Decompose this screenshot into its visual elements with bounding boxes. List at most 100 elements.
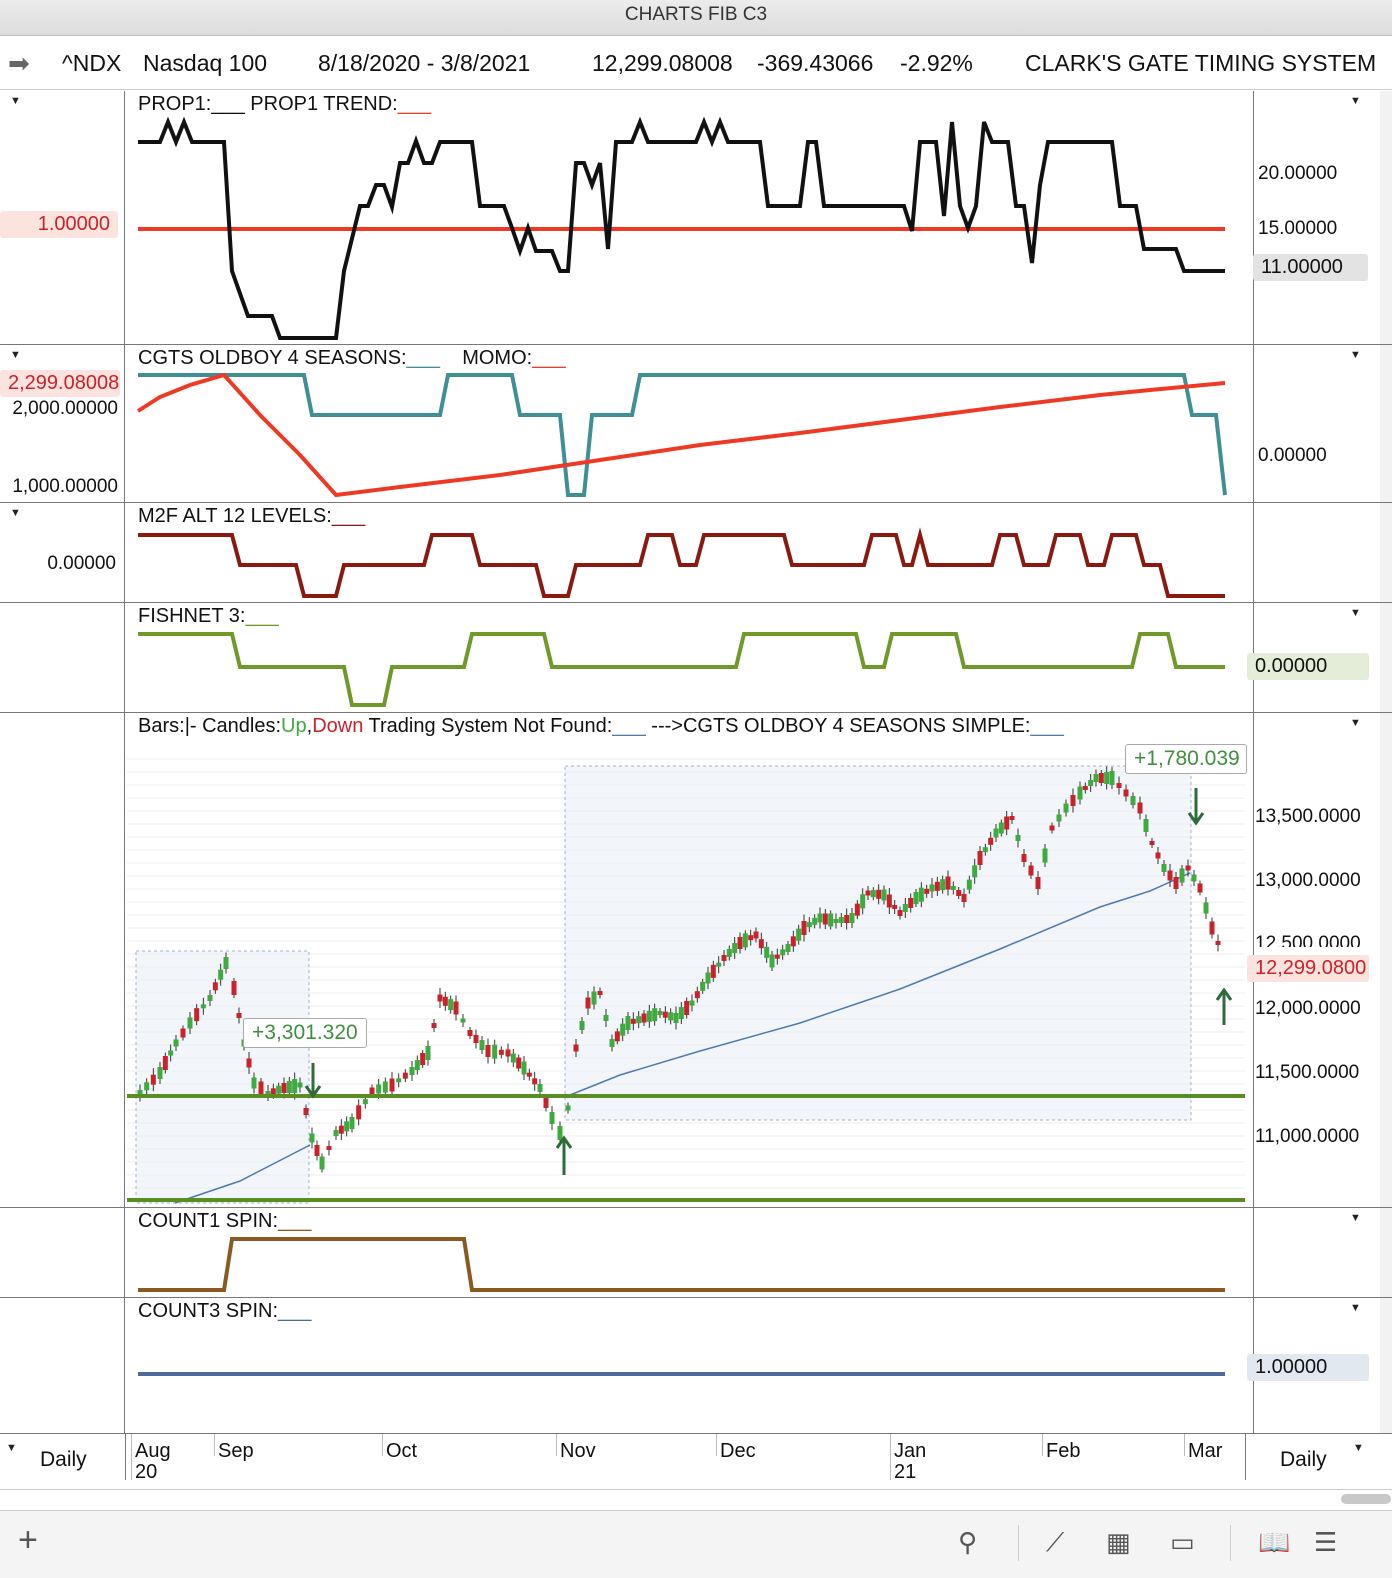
candle-body bbox=[1137, 802, 1143, 814]
pane-menu-icon[interactable]: ▼ bbox=[1350, 349, 1361, 361]
y-tick-label: 11,000.0000 bbox=[1255, 1126, 1360, 1147]
pane-menu-icon[interactable]: ▼ bbox=[1350, 95, 1361, 107]
candle-body bbox=[1155, 852, 1161, 859]
pane-menu-icon[interactable]: ▼ bbox=[10, 349, 21, 361]
pane-menu-icon[interactable]: ▼ bbox=[1350, 717, 1361, 729]
candle-body bbox=[597, 991, 603, 995]
candle-body bbox=[349, 1117, 355, 1129]
candle-body bbox=[485, 1045, 491, 1057]
candle-body bbox=[473, 1035, 479, 1043]
candle-body bbox=[231, 981, 237, 995]
candle-body bbox=[950, 886, 956, 890]
add-icon[interactable]: + bbox=[18, 1521, 38, 1559]
candle-body bbox=[1098, 773, 1104, 783]
pane-title: COUNT1 SPIN:___ bbox=[138, 1210, 312, 1232]
candle-body bbox=[297, 1082, 303, 1088]
count1-plot bbox=[138, 1237, 1225, 1292]
prop1-plot bbox=[138, 116, 1225, 340]
candle-body bbox=[505, 1049, 511, 1057]
candle-body bbox=[1004, 816, 1010, 830]
period-menu-icon[interactable]: ▼ bbox=[6, 1442, 17, 1454]
buy-arrow-icon bbox=[555, 1135, 573, 1175]
candle-body bbox=[1149, 841, 1155, 845]
candle-body bbox=[646, 1010, 652, 1022]
sell-arrow-icon bbox=[304, 1063, 322, 1099]
y-tick-label: 20.00000 bbox=[1258, 163, 1338, 184]
y-tick-label: 2,000.00000 bbox=[12, 398, 118, 419]
candlesticks bbox=[137, 766, 1221, 1173]
candle-body bbox=[689, 1000, 695, 1006]
candle-body bbox=[194, 1008, 200, 1022]
candle-body bbox=[732, 943, 738, 953]
pane-title: FISHNET 3:___ bbox=[138, 605, 279, 627]
pane-title: Bars:|- Candles:Up,Down Trading System N… bbox=[138, 715, 1064, 737]
book-icon[interactable]: 📖 bbox=[1258, 1527, 1291, 1557]
candle-body bbox=[1063, 803, 1069, 813]
candle-body bbox=[150, 1074, 156, 1085]
candle-body bbox=[200, 1004, 206, 1009]
candle-body bbox=[774, 954, 780, 959]
candle-body bbox=[223, 957, 229, 969]
candle-body bbox=[543, 1098, 549, 1108]
candle-body bbox=[609, 1039, 615, 1047]
month-label: Mar bbox=[1188, 1440, 1223, 1462]
candle-body bbox=[908, 898, 914, 908]
candle-body bbox=[173, 1039, 179, 1047]
candle-body bbox=[1173, 877, 1179, 889]
candle-body bbox=[748, 935, 754, 941]
pane-menu-icon[interactable]: ▼ bbox=[1350, 607, 1361, 619]
candle-body bbox=[389, 1078, 395, 1092]
candle-body bbox=[881, 889, 887, 901]
candle-body bbox=[801, 921, 807, 935]
panel-layout-icon[interactable]: ▭ bbox=[1170, 1527, 1195, 1557]
candle-body bbox=[1088, 780, 1094, 786]
candle-body bbox=[764, 946, 770, 958]
candle-body bbox=[833, 919, 839, 923]
period-menu-icon[interactable]: ▼ bbox=[1353, 1442, 1364, 1454]
candle-body bbox=[1197, 883, 1203, 893]
period-left[interactable]: Daily bbox=[40, 1448, 87, 1471]
candle-body bbox=[591, 991, 597, 1005]
candle-body bbox=[737, 937, 743, 949]
left-value-tag: 2,299.08008 bbox=[0, 370, 120, 397]
grid-layout-icon[interactable]: ▦ bbox=[1106, 1527, 1131, 1557]
y-tick-label: 15.00000 bbox=[1258, 218, 1338, 239]
symbol-ticker[interactable]: ^NDX bbox=[62, 50, 122, 76]
search-icon[interactable]: ⚲ bbox=[958, 1527, 978, 1557]
candle-body bbox=[929, 884, 935, 892]
arrow-right-icon[interactable]: ➡ bbox=[8, 48, 30, 78]
m2f-plot bbox=[138, 527, 1225, 598]
list-icon[interactable]: ☰ bbox=[1314, 1527, 1338, 1557]
candle-body bbox=[137, 1090, 143, 1096]
line-chart-icon[interactable]: ⟋ bbox=[1046, 1527, 1065, 1557]
candle-body bbox=[303, 1108, 309, 1115]
period-right[interactable]: Daily bbox=[1280, 1448, 1327, 1471]
candle-body bbox=[246, 1058, 252, 1068]
candle-body bbox=[966, 879, 972, 890]
candle-body bbox=[1116, 783, 1122, 788]
bottom-toolbar: + ⚲ ⟋ ▦ ▭ 📖 ☰ bbox=[0, 1510, 1392, 1578]
candle-body bbox=[828, 913, 834, 927]
pane-prop1: ▼ ▼ PROP1:___ PROP1 TREND:___ 1.00000 20… bbox=[0, 91, 1392, 345]
candle-body bbox=[945, 876, 951, 890]
candle-body bbox=[431, 1023, 437, 1028]
candle-body bbox=[579, 1021, 585, 1030]
candle-body bbox=[448, 999, 454, 1011]
candle-body bbox=[668, 1012, 674, 1021]
pane-menu-icon[interactable]: ▼ bbox=[1350, 1212, 1361, 1224]
candle-body bbox=[460, 1018, 466, 1023]
candle-body bbox=[144, 1082, 150, 1091]
candle-body bbox=[961, 894, 967, 902]
horizontal-scrollbar[interactable] bbox=[1341, 1494, 1391, 1504]
candle-body bbox=[396, 1078, 402, 1083]
candle-body bbox=[236, 1013, 242, 1018]
pane-menu-icon[interactable]: ▼ bbox=[1350, 1302, 1361, 1314]
pane-menu-icon[interactable]: ▼ bbox=[10, 507, 21, 519]
candle-body bbox=[870, 890, 876, 898]
candle-body bbox=[425, 1046, 431, 1060]
prop1-line bbox=[138, 116, 1225, 340]
candle-body bbox=[168, 1050, 174, 1056]
month-label: Feb bbox=[1046, 1440, 1081, 1462]
pane-menu-icon[interactable]: ▼ bbox=[10, 95, 21, 107]
candle-body bbox=[1015, 835, 1021, 841]
